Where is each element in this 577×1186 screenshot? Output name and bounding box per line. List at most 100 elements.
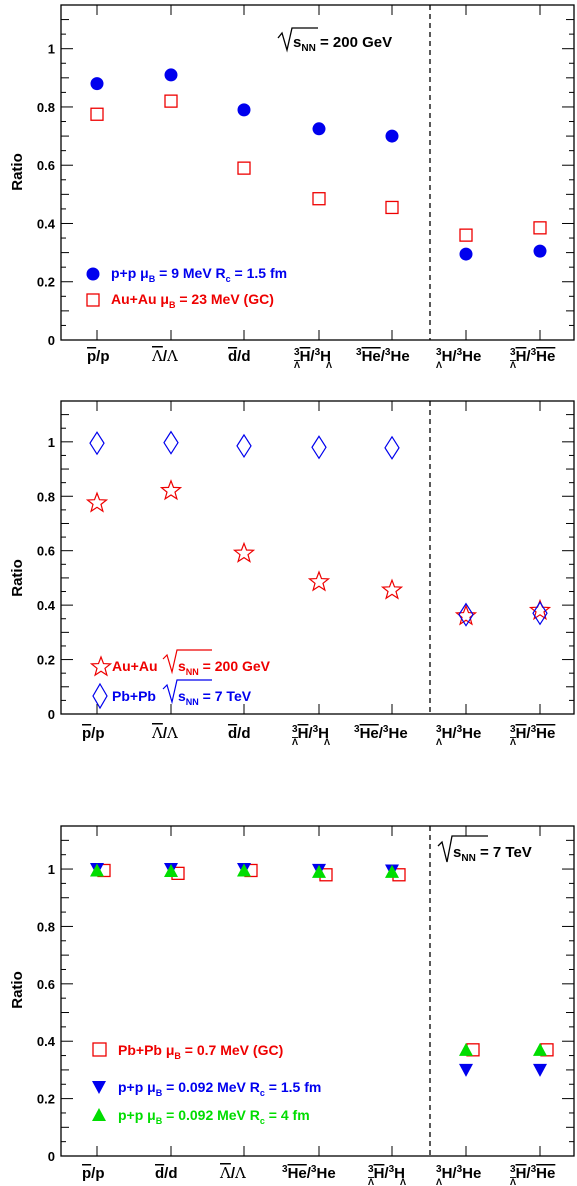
data-point <box>237 863 251 877</box>
data-point <box>459 228 473 242</box>
y-axis-label: Ratio <box>9 559 26 597</box>
legend-label: p+p μB = 0.092 MeV Rc = 4 fm <box>118 1107 310 1126</box>
y-tick-label: 1 <box>48 435 55 450</box>
legend-label: Pb+Pb <box>112 688 156 704</box>
x-tick-label: Λ/Λ <box>219 1164 246 1182</box>
legend-label: Au+Au <box>112 658 158 674</box>
y-tick-label: 0.8 <box>37 100 55 115</box>
svg-text:3H/3He: 3H/3He <box>436 347 481 365</box>
svg-text:3H/3H: 3H/3H <box>294 347 331 365</box>
svg-text:Λ: Λ <box>324 737 330 747</box>
x-tick-label: 3He/3He <box>354 724 408 742</box>
x-tick-label: 3H/3He Λ <box>436 347 481 370</box>
plot-frame <box>60 4 575 341</box>
legend-marker-triangle-down <box>92 1081 106 1094</box>
x-tick-label: d/d <box>228 348 251 365</box>
x-tick-label: 3H/3He Λ <box>510 347 555 370</box>
data-point <box>380 578 404 600</box>
plot-frame <box>60 400 575 715</box>
svg-text:3H/3He: 3H/3He <box>436 724 481 742</box>
x-tick-marks <box>96 5 541 340</box>
x-tick-label: 3H/3H Λ Λ <box>368 1164 406 1186</box>
legend-marker-square <box>92 1042 107 1057</box>
x-tick-label: 3H/3He Λ <box>436 1164 481 1186</box>
svg-text:sNN = 7 TeV: sNN = 7 TeV <box>178 688 252 707</box>
legend-marker-triangle-up <box>92 1108 106 1121</box>
y-tick-label: 0.8 <box>37 489 55 504</box>
y-tick-label: 0.2 <box>37 653 55 668</box>
data-point <box>90 863 104 877</box>
x-tick-label: Λ/Λ <box>151 724 178 742</box>
data-point <box>528 598 552 621</box>
data-point <box>312 192 326 206</box>
panel-bottom: Ratio 0 0.2 0.4 0.6 0.8 1 p/p d/d Λ/Λ 3He/3He… <box>9 825 575 1186</box>
data-point <box>459 247 473 261</box>
data-point <box>85 491 109 513</box>
data-point <box>89 431 105 456</box>
legend-label: Pb+Pb μB = 0.7 MeV (GC) <box>118 1042 283 1061</box>
svg-text:3H/3He: 3H/3He <box>436 1164 481 1182</box>
y-tick-label: 0.4 <box>37 598 56 613</box>
y-tick-label: 0.6 <box>37 544 55 559</box>
legend: p+p μB = 9 MeV Rc = 1.5 fm Au+Au μB = 23… <box>86 265 287 310</box>
y-tick-label: 0.2 <box>37 275 55 290</box>
data-point <box>90 77 104 91</box>
y-tick-label: 0.6 <box>37 977 55 992</box>
energy-annotation: sNN = 7 TeV <box>437 835 532 864</box>
legend-label: Au+Au μB = 23 MeV (GC) <box>111 291 274 310</box>
data-point <box>232 541 256 563</box>
data-point <box>454 604 478 626</box>
svg-text:Λ: Λ <box>436 360 442 370</box>
legend-marker-circle <box>86 267 100 281</box>
y-tick-label: 0.8 <box>37 919 55 934</box>
panel-top: Ratio 0 0.2 0.4 0.6 0.8 1 p/p Λ/Λ d/d 3H/3H Λ… <box>9 4 575 370</box>
data-point <box>164 68 178 82</box>
y-tick-label: 1 <box>48 862 55 877</box>
data-point <box>307 570 331 592</box>
svg-text:Λ: Λ <box>294 360 300 370</box>
svg-text:Λ: Λ <box>436 1177 442 1186</box>
x-tick-label: 3H/3He Λ <box>510 1164 555 1186</box>
panel-middle: Ratio 0 0.2 0.4 0.6 0.8 1 p/p Λ/Λ d/d 3H/3H Λ… <box>9 400 575 747</box>
x-tick-label: Λ/Λ <box>151 347 178 365</box>
svg-text:Λ: Λ <box>292 737 298 747</box>
y-axis-label: Ratio <box>9 971 26 1009</box>
data-point <box>385 200 399 215</box>
y-ticks: 0 0.2 0.4 0.6 0.8 1 <box>37 839 574 1164</box>
y-ticks: 0 0.2 0.4 0.6 0.8 1 <box>37 19 574 348</box>
x-tick-label: 3H/3H Λ Λ <box>294 347 332 370</box>
data-point <box>532 601 548 626</box>
svg-text:Λ: Λ <box>436 737 442 747</box>
data-point <box>533 1042 547 1056</box>
x-tick-marks <box>96 401 541 714</box>
data-point <box>458 602 474 627</box>
legend: Au+Au sNN = 200 GeV Pb+Pb sNN = 7 TeV <box>89 649 271 710</box>
data-point <box>533 1063 547 1077</box>
svg-text:Λ: Λ <box>510 360 516 370</box>
y-tick-label: 0 <box>48 333 55 348</box>
plot-frame <box>60 825 575 1157</box>
data-point <box>385 864 399 878</box>
svg-text:3H/3He: 3H/3He <box>510 724 555 742</box>
y-ticks: 0 0.2 0.4 0.6 0.8 1 <box>37 414 574 722</box>
data-point <box>159 479 183 501</box>
x-tick-label: 3H/3He Λ <box>436 724 481 747</box>
data-point <box>164 94 178 108</box>
y-tick-label: 0.4 <box>37 1034 56 1049</box>
legend-label: p+p μB = 0.092 MeV Rc = 1.5 fm <box>118 1079 321 1098</box>
svg-text:Λ: Λ <box>510 737 516 747</box>
svg-text:sNN = 200 GeV: sNN = 200 GeV <box>178 658 271 677</box>
data-point <box>459 1063 473 1077</box>
svg-text:sNN = 7 TeV: sNN = 7 TeV <box>453 844 532 864</box>
data-point <box>312 122 326 136</box>
x-tick-label: 3H/3He Λ <box>510 724 555 747</box>
x-category-labels: p/p d/d Λ/Λ 3He/3He 3H/3H Λ Λ 3H/3He Λ 3… <box>82 1164 555 1186</box>
data-point <box>533 244 547 258</box>
x-tick-label: d/d <box>228 725 251 742</box>
y-axis-label: Ratio <box>9 153 26 191</box>
svg-text:Λ: Λ <box>326 360 332 370</box>
x-category-labels: p/p Λ/Λ d/d 3H/3H Λ Λ 3He/3He 3H/3He Λ 3… <box>87 347 555 370</box>
x-tick-label: 3H/3H Λ Λ <box>292 724 330 747</box>
legend-marker-diamond <box>92 682 108 710</box>
